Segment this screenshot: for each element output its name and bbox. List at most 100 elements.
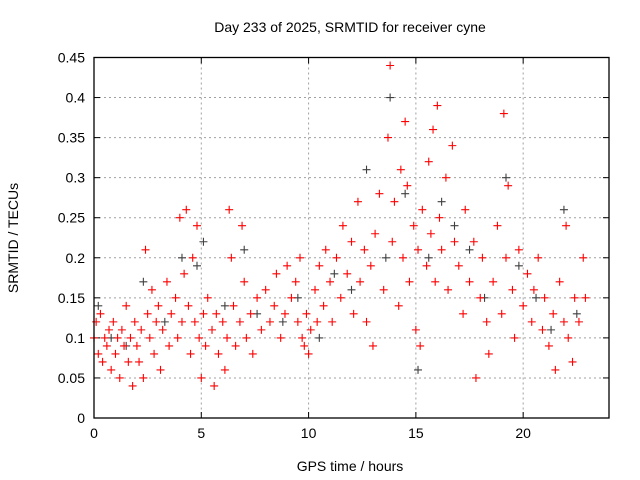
data-point-plus: [276, 333, 285, 342]
data-point-plus: [319, 301, 328, 310]
data-point-plus: [253, 293, 262, 302]
data-point-plus: [141, 245, 150, 254]
grid: [94, 57, 609, 418]
data-point-plus: [193, 221, 201, 230]
data-point-plus: [145, 333, 154, 342]
data-point-plus: [401, 189, 410, 198]
data-point-plus: [559, 205, 568, 214]
data-point-plus: [171, 293, 180, 302]
plot-frame: [93, 56, 610, 419]
data-point-plus: [220, 365, 229, 374]
data-point-plus: [562, 221, 571, 230]
data-point-plus: [465, 245, 474, 254]
data-point-plus: [478, 253, 487, 262]
data-point-plus: [137, 325, 146, 334]
data-point-plus: [132, 341, 141, 350]
data-point-plus: [130, 317, 139, 326]
data-point-plus: [383, 133, 392, 142]
y-tick-label: 0.3: [66, 170, 86, 186]
data-point-plus: [177, 317, 186, 326]
data-point-plus: [214, 349, 223, 358]
data-point-plus: [544, 341, 553, 350]
data-point-plus: [315, 333, 324, 342]
data-point-plus: [471, 373, 480, 382]
data-point-plus: [231, 341, 240, 350]
data-point-plus: [564, 333, 573, 342]
data-point-plus: [403, 181, 412, 190]
data-point-plus: [514, 245, 523, 254]
data-point-plus: [368, 341, 377, 350]
data-point-plus: [193, 261, 201, 270]
data-point-plus: [532, 293, 541, 302]
x-tick-label: 20: [515, 425, 531, 441]
data-point-plus: [109, 317, 118, 326]
data-point-plus: [441, 173, 450, 182]
data-point-plus: [549, 309, 558, 318]
y-axis-label: SRMTID / TECUs: [5, 183, 21, 293]
data-point-plus: [167, 309, 176, 318]
data-point-plus: [287, 293, 296, 302]
data-point-plus: [461, 205, 470, 214]
data-point-plus: [208, 325, 217, 334]
data-point-plus: [572, 309, 581, 318]
data-point-plus: [497, 309, 506, 318]
data-point-plus: [293, 317, 302, 326]
data-point-plus: [229, 301, 238, 310]
data-point-plus: [102, 341, 111, 350]
data-point-plus: [199, 309, 208, 318]
y-tick-label: 0.4: [66, 90, 86, 106]
data-point-plus: [117, 325, 126, 334]
data-point-plus: [347, 285, 356, 294]
data-point-plus: [504, 181, 513, 190]
data-point-plus: [519, 301, 528, 310]
data-point-plus: [454, 261, 463, 270]
data-point-plus: [113, 333, 122, 342]
data-point-plus: [424, 157, 433, 166]
data-points: [90, 61, 590, 390]
data-point-plus: [111, 349, 120, 358]
x-tick-label: 15: [408, 425, 424, 441]
data-point-plus: [92, 317, 101, 326]
data-point-plus: [195, 333, 204, 342]
y-tick-label: 0.2: [66, 250, 86, 266]
data-point-plus: [180, 269, 189, 278]
data-point-plus: [296, 253, 304, 262]
data-point-plus: [98, 357, 107, 366]
data-point-plus: [283, 261, 292, 270]
data-point-plus: [107, 365, 116, 374]
data-point-plus: [147, 285, 156, 294]
data-point-plus: [223, 333, 232, 342]
data-point-plus: [390, 197, 399, 206]
y-tick-label: 0.15: [58, 290, 85, 306]
chart-title: Day 233 of 2025, SRMTID for receiver cyn…: [214, 19, 486, 35]
data-point-plus: [489, 277, 498, 286]
data-point-plus: [326, 277, 335, 286]
data-point-plus: [371, 229, 380, 238]
data-point-plus: [197, 373, 206, 382]
data-point-plus: [508, 285, 517, 294]
data-point-plus: [306, 325, 315, 334]
data-point-plus: [128, 381, 137, 390]
data-point-plus: [381, 253, 390, 262]
data-point-plus: [302, 309, 311, 318]
data-point-plus: [100, 333, 109, 342]
data-point-plus: [201, 341, 210, 350]
data-point-plus: [469, 237, 478, 246]
data-point-plus: [120, 341, 129, 350]
data-point-plus: [165, 341, 174, 350]
data-point-plus: [502, 173, 510, 182]
data-point-plus: [175, 213, 184, 222]
data-point-plus: [435, 213, 444, 222]
data-point-plus: [426, 229, 435, 238]
data-point-plus: [315, 261, 324, 270]
data-point-plus: [199, 237, 208, 246]
data-point-plus: [510, 333, 519, 342]
y-tick-label: 0.25: [58, 210, 85, 226]
data-point-plus: [321, 245, 330, 254]
data-point-plus: [343, 269, 352, 278]
data-point-plus: [225, 205, 234, 214]
data-point-plus: [212, 309, 221, 318]
data-point-plus: [330, 269, 339, 278]
data-point-plus: [482, 317, 491, 326]
data-point-plus: [156, 365, 165, 374]
